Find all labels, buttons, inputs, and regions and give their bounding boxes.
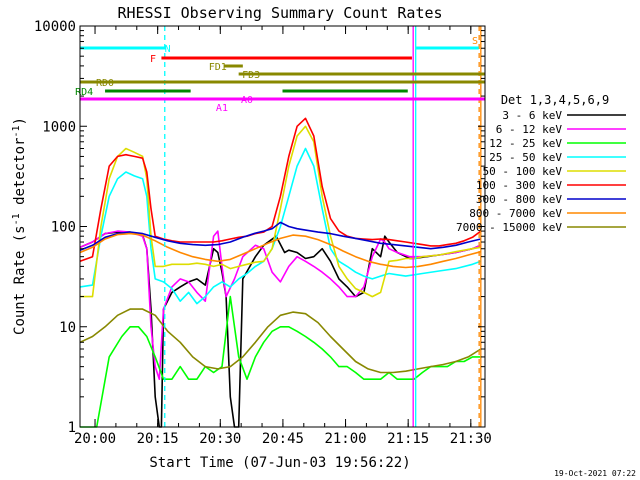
legend-label-6-12-kev: 6 - 12 keV: [496, 123, 563, 136]
y-axis-label-end: ): [12, 117, 28, 125]
x-tick-label-20-30: 20:30: [199, 431, 241, 447]
state-label-fd1: FD1: [209, 62, 227, 73]
series-line-7000-15000-kev: [79, 308, 482, 374]
footer-date: 19-Oct-2021 07:22: [554, 469, 636, 478]
y-tick-label-100: 100: [51, 220, 76, 236]
legend-title: Det 1,3,4,5,6,9: [501, 93, 609, 107]
legend-label-25-50-kev: 25 - 50 keV: [489, 151, 562, 164]
legend-label-50-100-kev: 50 - 100 keV: [483, 165, 563, 178]
legend-label-12-25-kev: 12 - 25 keV: [489, 137, 562, 150]
series-line-800-7000-kev: [79, 232, 482, 269]
x-tick-label-20-45: 20:45: [262, 431, 304, 447]
axes: 1 10 100 1000 10000 20:00 20:15 20:30 20:45 21:00…: [34, 19, 492, 447]
y-tick-label-1: 1: [68, 420, 76, 436]
x-tick-label-21-30: 21:30: [450, 431, 492, 447]
chart-title: RHESSI Observing Summary Count Rates: [117, 4, 442, 22]
y-axis-label-main: Count Rate (s: [12, 225, 28, 335]
y-axis-label: Count Rate (s-1 detector-1): [11, 117, 28, 335]
state-label-n: N: [165, 44, 171, 55]
state-label-fd3: FD3: [242, 70, 260, 81]
y-axis-label-sup-2: -1: [11, 125, 22, 137]
x-tick-label-21-00: 21:00: [324, 431, 366, 447]
legend-label-7000-15000-kev: 7000 - 15000 keV: [456, 221, 562, 234]
state-label-a0: A0: [241, 95, 253, 106]
state-label-f: F: [150, 54, 156, 65]
y-axis-label-mid: detector: [12, 138, 28, 214]
y-tick-label-10000: 10000: [34, 19, 76, 35]
state-label-rd0: RD0: [96, 78, 114, 89]
series-line-50-100-kev: [80, 125, 481, 298]
y-axis-label-sup-1: -1: [11, 213, 22, 225]
state-label-a1: A1: [216, 103, 228, 114]
legend-label-300-800-kev: 300 - 800 keV: [476, 193, 562, 206]
series-line-12-25-kev: [80, 295, 481, 428]
x-axis-label: Start Time (07-Jun-03 19:56:22): [149, 455, 410, 471]
legend-label-3-6-kev: 3 - 6 keV: [502, 109, 562, 122]
series-line-300-800-kev: [79, 221, 481, 251]
x-tick-label-20-00: 20:00: [74, 431, 116, 447]
x-tick-label-21-15: 21:15: [387, 431, 429, 447]
x-tick-label-20-15: 20:15: [137, 431, 179, 447]
legend-label-800-7000-kev: 800 - 7000 keV: [469, 207, 562, 220]
legend-label-100-300-kev: 100 - 300 keV: [476, 179, 562, 192]
y-tick-label-10: 10: [59, 320, 76, 336]
state-label-rd4: RD4: [75, 87, 93, 98]
state-label-s: S: [472, 36, 478, 47]
y-tick-label-1000: 1000: [42, 119, 76, 135]
